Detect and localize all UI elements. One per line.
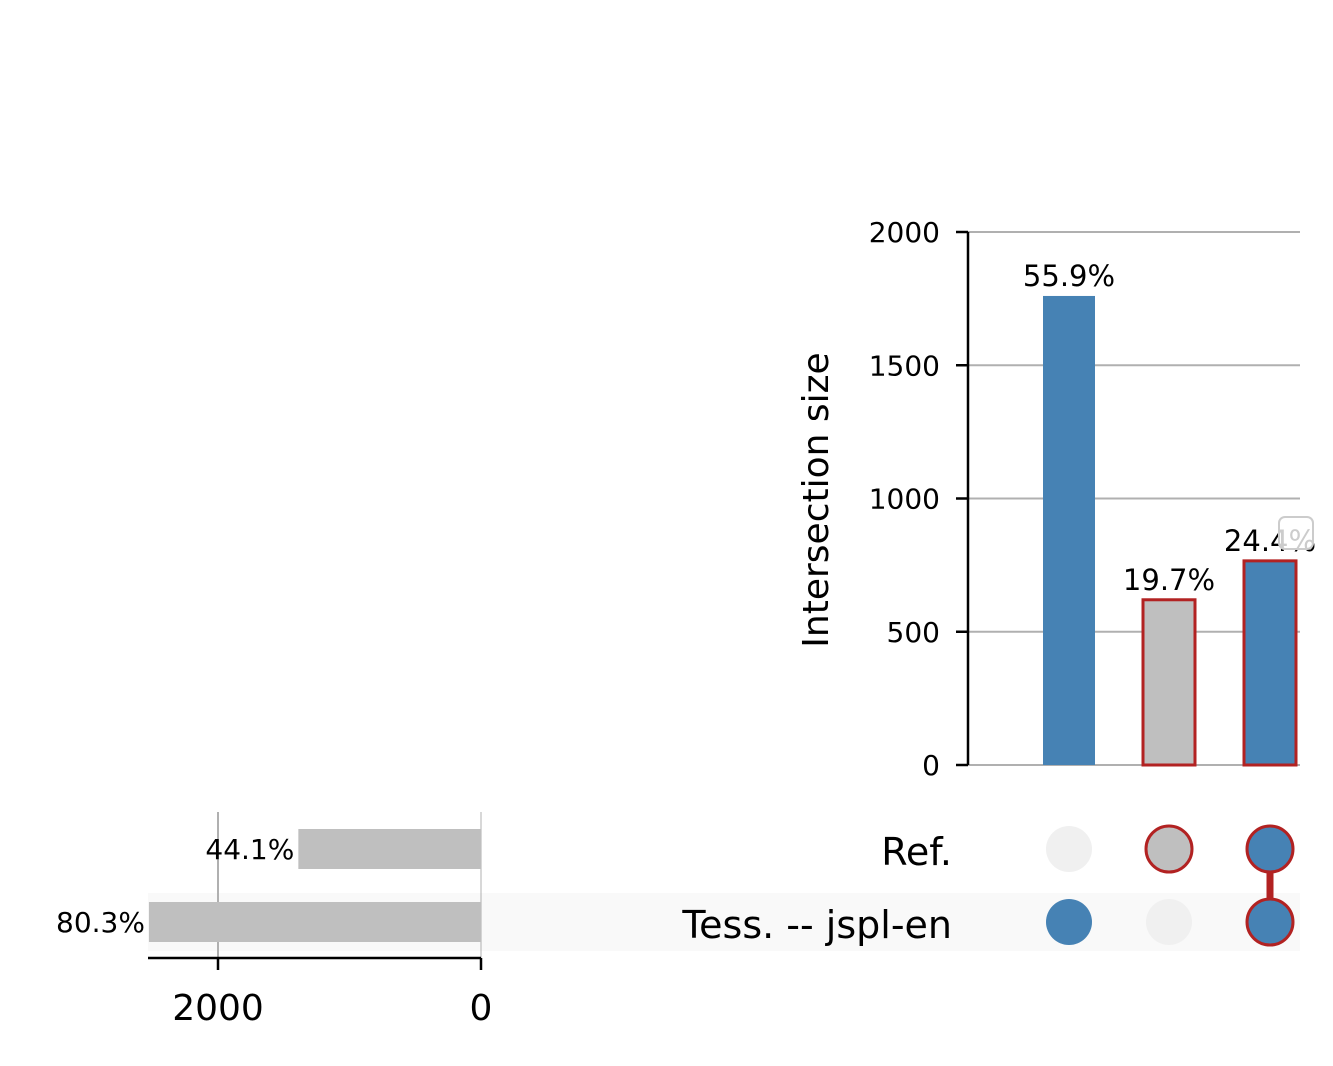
set-name-label: Tess. -- jspl-en bbox=[681, 903, 952, 947]
matrix-dot-active bbox=[1245, 824, 1295, 874]
matrix-dot-active bbox=[1144, 824, 1194, 874]
intersection-bar bbox=[1043, 295, 1095, 765]
y-tick-label: 2000 bbox=[869, 216, 940, 249]
set-names: Ref. Tess. -- jspl-en bbox=[681, 830, 952, 947]
legend-marker-icon bbox=[1278, 516, 1314, 550]
y-axis-ticks: 0 500 1000 1500 2000 bbox=[869, 216, 968, 782]
set-size-tick-label: 0 bbox=[470, 988, 493, 1029]
intersection-bar-label: 19.7% bbox=[1123, 563, 1215, 597]
set-size-tick-label: 2000 bbox=[172, 988, 264, 1029]
set-size-bar-label: 44.1% bbox=[205, 833, 294, 866]
y-axis-label: Intersection size bbox=[796, 352, 837, 647]
set-size-bar bbox=[298, 829, 481, 869]
matrix-dot-active bbox=[1245, 897, 1295, 947]
set-size-bar-label: 80.3% bbox=[56, 906, 145, 939]
matrix-dot-inactive bbox=[1046, 826, 1092, 872]
set-size-x-ticks: 2000 0 bbox=[172, 958, 492, 1029]
intersection-bar-label: 55.9% bbox=[1023, 259, 1115, 293]
y-tick-label: 500 bbox=[887, 616, 940, 649]
intersection-bar bbox=[1242, 559, 1298, 767]
intersection-bars bbox=[1043, 295, 1298, 767]
membership-matrix bbox=[1046, 824, 1295, 947]
intersection-bar bbox=[1141, 598, 1197, 767]
set-size-bar-labels: 44.1% 80.3% bbox=[56, 833, 294, 939]
matrix-dot-active bbox=[1046, 899, 1092, 945]
set-size-bar bbox=[148, 902, 481, 942]
set-size-bars bbox=[148, 829, 481, 942]
y-tick-label: 0 bbox=[922, 749, 940, 782]
y-tick-label: 1500 bbox=[869, 349, 940, 382]
y-tick-label: 1000 bbox=[869, 483, 940, 516]
matrix-dot-inactive bbox=[1146, 899, 1192, 945]
set-name-label: Ref. bbox=[881, 830, 952, 874]
